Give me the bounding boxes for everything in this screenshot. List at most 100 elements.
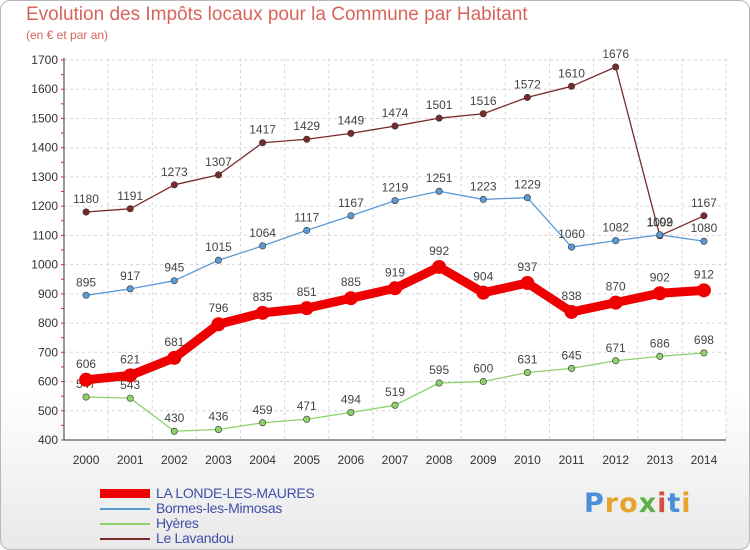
data-point <box>652 286 667 301</box>
data-point <box>347 129 355 137</box>
data-label: 1417 <box>249 123 276 137</box>
data-label: 1167 <box>691 196 717 210</box>
data-label: 1676 <box>602 47 629 61</box>
x-tick-label: 2008 <box>426 453 453 467</box>
x-tick-label: 2013 <box>646 453 673 467</box>
data-point <box>214 256 222 264</box>
data-label: 430 <box>164 411 184 425</box>
data-label: 1191 <box>117 189 143 203</box>
data-point <box>388 281 402 296</box>
y-tick-label: 1100 <box>32 228 58 242</box>
data-point <box>608 295 623 310</box>
x-tick-label: 2011 <box>559 453 585 467</box>
data-label: 1219 <box>382 181 409 195</box>
y-tick-label: 1500 <box>31 111 58 125</box>
y-tick-label: 500 <box>38 404 58 418</box>
data-label: 904 <box>473 270 493 284</box>
data-label: 937 <box>517 260 537 274</box>
data-label: 543 <box>120 378 140 392</box>
legend-swatch-la-londe <box>100 489 150 498</box>
data-point <box>170 181 178 189</box>
data-label: 681 <box>164 335 184 349</box>
chart-title: Evolution des Impôts locaux pour la Comm… <box>26 4 528 25</box>
data-point <box>303 226 311 234</box>
legend-swatch-lavandou <box>100 538 150 540</box>
x-tick-label: 2010 <box>514 453 541 467</box>
data-point <box>568 82 576 90</box>
y-tick-label: 900 <box>38 287 58 301</box>
data-label: 917 <box>120 269 140 283</box>
y-tick-label: 1700 <box>31 53 58 67</box>
data-point <box>82 208 90 216</box>
data-label: 698 <box>694 333 714 347</box>
data-point <box>170 277 178 285</box>
data-label: 631 <box>517 352 537 366</box>
data-point <box>259 419 267 427</box>
data-point <box>347 212 355 220</box>
data-point <box>435 379 443 387</box>
data-label: 459 <box>253 403 273 417</box>
data-label: 945 <box>164 261 184 275</box>
data-point <box>214 425 222 433</box>
data-label: 1015 <box>205 240 232 254</box>
x-tick-label: 2005 <box>293 453 320 467</box>
data-point <box>82 393 90 401</box>
data-label: 645 <box>562 348 582 362</box>
legend-label-la-londe: LA LONDE-LES-MAURES <box>156 485 315 501</box>
data-label: 1223 <box>470 179 497 193</box>
data-point <box>435 114 443 122</box>
data-point <box>432 259 447 274</box>
data-point <box>214 171 222 179</box>
data-label: 912 <box>694 267 714 281</box>
legend-label-lavandou: Le Lavandou <box>156 530 234 546</box>
x-tick-label: 2014 <box>691 453 718 467</box>
data-label: 1167 <box>338 196 364 210</box>
data-label: 1251 <box>426 171 453 185</box>
data-point <box>123 368 138 383</box>
y-tick-label: 1600 <box>31 82 58 96</box>
data-point <box>79 372 94 387</box>
data-label: 1102 <box>647 215 673 229</box>
data-label: 1516 <box>470 94 497 108</box>
data-point <box>476 285 491 300</box>
data-point <box>700 212 708 220</box>
x-tick-label: 2012 <box>602 453 629 467</box>
x-tick-label: 2002 <box>161 453 188 467</box>
data-label: 1307 <box>205 155 232 169</box>
y-tick-label: 1200 <box>31 199 58 213</box>
data-label: 1080 <box>691 221 718 235</box>
data-label: 1501 <box>426 98 453 112</box>
x-tick-label: 2009 <box>470 453 497 467</box>
y-tick-label: 1400 <box>31 141 58 155</box>
data-label: 621 <box>120 352 140 366</box>
plot-area <box>64 58 726 440</box>
data-point <box>656 231 664 239</box>
proxiti-logo: Proxiti <box>584 488 692 519</box>
data-point <box>126 394 134 402</box>
legend-label-bormes: Bormes-les-Mimosas <box>156 500 283 516</box>
data-point <box>211 317 226 332</box>
data-label: 1082 <box>602 221 629 235</box>
data-label: 1180 <box>73 192 99 206</box>
data-label: 471 <box>297 399 317 413</box>
data-label: 870 <box>606 280 626 294</box>
data-point <box>479 110 487 118</box>
data-point <box>126 285 134 293</box>
legend-swatch-bormes <box>100 508 150 510</box>
data-label: 1449 <box>338 113 365 127</box>
data-label: 595 <box>429 363 449 377</box>
data-point <box>126 205 134 213</box>
data-label: 436 <box>208 409 228 423</box>
data-point <box>170 427 178 435</box>
y-tick-label: 700 <box>38 345 58 359</box>
y-tick-label: 1300 <box>31 170 58 184</box>
data-label: 686 <box>650 336 670 350</box>
y-tick-label: 1000 <box>31 258 58 272</box>
data-point <box>612 63 620 71</box>
data-label: 1429 <box>293 119 320 133</box>
data-label: 902 <box>650 270 670 284</box>
data-label: 1060 <box>558 227 585 241</box>
data-label: 1273 <box>161 165 188 179</box>
data-point <box>259 139 267 147</box>
